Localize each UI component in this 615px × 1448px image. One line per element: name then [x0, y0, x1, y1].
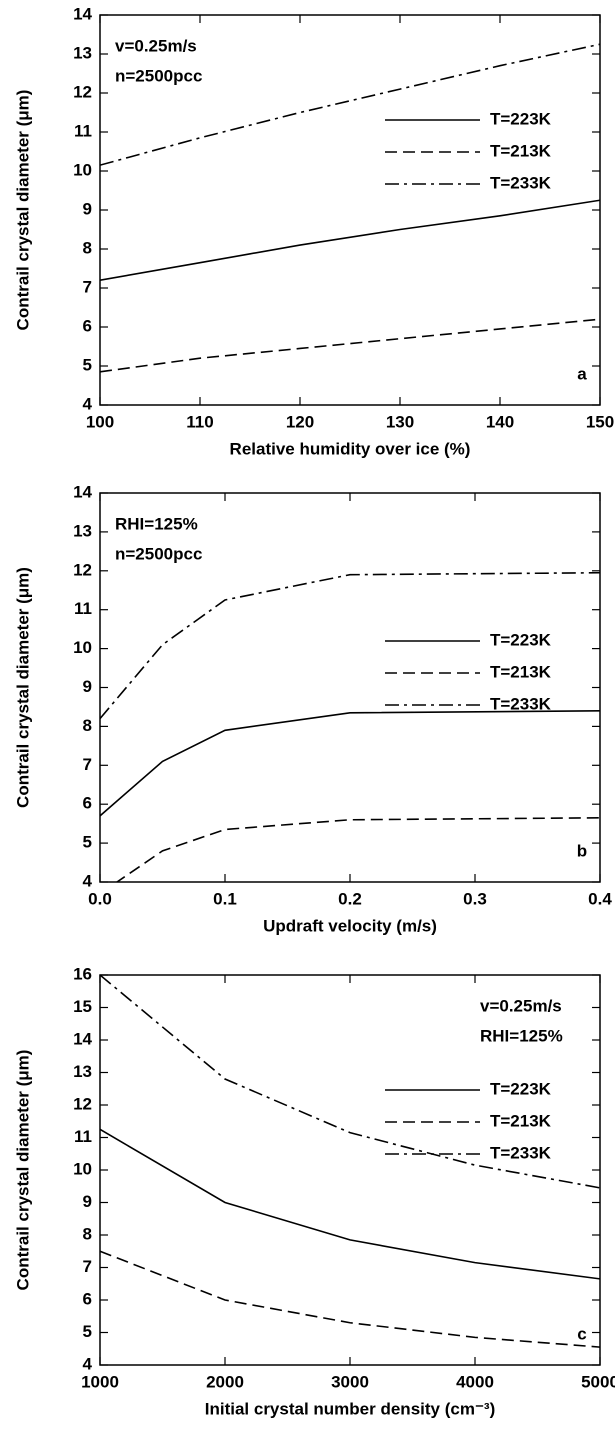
annotation: v=0.25m/s: [480, 996, 562, 1015]
y-tick-label: 14: [73, 482, 92, 501]
series-line: [100, 1128, 600, 1280]
x-tick-label: 110: [186, 412, 213, 431]
legend-label: T=213K: [490, 662, 552, 681]
series-line: [100, 318, 600, 373]
series-line: [115, 817, 600, 882]
y-tick-label: 9: [83, 677, 92, 696]
legend-label: T=223K: [490, 630, 552, 649]
x-tick-label: 4000: [456, 1372, 494, 1391]
y-tick-label: 7: [83, 277, 92, 296]
y-tick-label: 8: [83, 1224, 92, 1243]
legend-label: T=233K: [490, 694, 552, 713]
annotation: n=2500pcc: [115, 544, 202, 563]
y-tick-label: 8: [83, 238, 92, 257]
x-tick-label: 0.2: [338, 889, 362, 908]
y-tick-label: 12: [73, 560, 92, 579]
annotation: RHI=125%: [480, 1026, 563, 1045]
panel-label: b: [577, 841, 587, 860]
panel-label: c: [577, 1324, 586, 1343]
series-line: [100, 199, 600, 281]
y-tick-label: 10: [73, 1159, 92, 1178]
y-axis-label: Contrail crystal diameter (μm): [13, 567, 32, 808]
legend-label: T=213K: [490, 141, 552, 160]
legend-label: T=233K: [490, 1143, 552, 1162]
annotation: RHI=125%: [115, 514, 198, 533]
y-tick-label: 13: [73, 1062, 92, 1081]
annotation: v=0.25m/s: [115, 36, 197, 55]
y-tick-label: 9: [83, 199, 92, 218]
x-tick-label: 0.0: [88, 889, 112, 908]
y-tick-label: 12: [73, 1094, 92, 1113]
y-tick-label: 11: [74, 121, 92, 140]
y-tick-label: 4: [83, 871, 93, 890]
y-tick-label: 13: [73, 521, 92, 540]
y-tick-label: 10: [73, 638, 92, 657]
y-tick-label: 5: [83, 1322, 92, 1341]
x-tick-label: 140: [486, 412, 514, 431]
y-tick-label: 8: [83, 716, 92, 735]
x-tick-label: 0.1: [213, 889, 237, 908]
x-axis-label: Relative humidity over ice (%): [230, 439, 471, 458]
series-line: [100, 710, 600, 817]
x-tick-label: 120: [286, 412, 314, 431]
x-tick-label: 0.3: [463, 889, 487, 908]
legend-label: T=223K: [490, 109, 552, 128]
legend-label: T=233K: [490, 173, 552, 192]
y-tick-label: 4: [83, 1354, 93, 1373]
x-tick-label: 130: [386, 412, 414, 431]
annotation: n=2500pcc: [115, 66, 202, 85]
y-tick-label: 9: [83, 1192, 92, 1211]
y-tick-label: 6: [83, 1289, 92, 1308]
series-line: [100, 1250, 600, 1348]
x-tick-label: 2000: [206, 1372, 244, 1391]
x-tick-label: 150: [586, 412, 614, 431]
y-tick-label: 14: [73, 1029, 92, 1048]
x-axis-label: Updraft velocity (m/s): [263, 916, 437, 935]
y-tick-label: 7: [83, 1257, 92, 1276]
y-tick-label: 11: [74, 599, 92, 618]
y-tick-label: 11: [74, 1127, 92, 1146]
x-tick-label: 100: [86, 412, 114, 431]
x-tick-label: 3000: [331, 1372, 369, 1391]
series-line: [100, 43, 600, 166]
y-tick-label: 14: [73, 4, 92, 23]
y-tick-label: 6: [83, 794, 92, 813]
y-tick-label: 6: [83, 316, 92, 335]
y-axis-label: Contrail crystal diameter (μm): [13, 1050, 32, 1291]
y-tick-label: 12: [73, 82, 92, 101]
legend-label: T=223K: [490, 1079, 552, 1098]
y-tick-label: 5: [83, 355, 92, 374]
y-tick-label: 7: [83, 755, 92, 774]
x-axis-label: Initial crystal number density (cm⁻³): [205, 1399, 496, 1418]
y-axis-label: Contrail crystal diameter (μm): [13, 90, 32, 331]
series-line: [100, 571, 600, 720]
y-tick-label: 4: [83, 394, 93, 413]
x-tick-label: 5000: [581, 1372, 615, 1391]
panel-label: a: [577, 364, 587, 383]
x-tick-label: 0.4: [588, 889, 612, 908]
y-tick-label: 5: [83, 833, 92, 852]
y-tick-label: 15: [73, 997, 92, 1016]
series-line: [100, 975, 600, 1189]
y-tick-label: 13: [73, 43, 92, 62]
y-tick-label: 16: [73, 964, 92, 983]
x-tick-label: 1000: [81, 1372, 119, 1391]
y-tick-label: 10: [73, 160, 92, 179]
legend-label: T=213K: [490, 1111, 552, 1130]
